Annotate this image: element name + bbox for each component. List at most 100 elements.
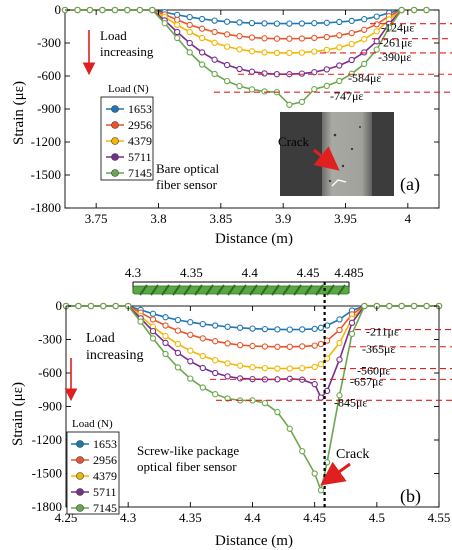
data-point bbox=[223, 61, 231, 69]
data-point bbox=[211, 17, 218, 24]
panel-a-x-axis-label: Distance (m) bbox=[215, 231, 293, 247]
data-point bbox=[236, 362, 244, 369]
data-point bbox=[274, 326, 281, 333]
data-point bbox=[323, 82, 330, 90]
screw-package-scale: 4.3 4.35 4.4 4.45 4.485 bbox=[125, 265, 364, 296]
package-scale-label: 4.4 bbox=[242, 265, 259, 280]
legend-marker bbox=[76, 504, 84, 512]
data-point bbox=[198, 15, 206, 23]
data-point bbox=[336, 339, 343, 347]
data-point bbox=[261, 49, 268, 56]
data-point bbox=[286, 49, 293, 57]
peak-strain-label: -657με bbox=[350, 374, 383, 388]
legend-label: 2956 bbox=[128, 118, 152, 132]
series-line-1653 bbox=[65, 9, 427, 25]
sensor-caption-line1: Bare optical bbox=[156, 161, 220, 176]
data-point bbox=[186, 28, 193, 36]
data-point bbox=[311, 48, 318, 55]
legend-marker bbox=[76, 456, 84, 464]
data-point bbox=[248, 19, 256, 27]
panel-a-legend: Load (N) 1653 2956 4379 5711 7145 bbox=[100, 83, 154, 181]
data-point bbox=[261, 399, 269, 407]
data-point bbox=[336, 62, 343, 69]
data-point bbox=[211, 28, 218, 36]
data-point bbox=[212, 391, 219, 398]
panel-a-annotations: Load increasing Bare optical fiber senso… bbox=[82, 28, 420, 195]
panel-a-y-axis-label: Strain (με) bbox=[11, 81, 27, 145]
data-point bbox=[124, 6, 131, 14]
peak-strain-label: -261με bbox=[379, 36, 412, 50]
data-point bbox=[299, 364, 306, 372]
data-point bbox=[187, 331, 194, 338]
data-point bbox=[236, 324, 244, 331]
crack-label: Crack bbox=[336, 447, 369, 462]
data-point bbox=[162, 339, 169, 347]
y-tick-label: -1500 bbox=[32, 466, 62, 481]
data-point bbox=[274, 343, 281, 350]
data-point bbox=[99, 6, 106, 14]
data-point bbox=[236, 341, 244, 349]
data-point bbox=[273, 49, 281, 57]
x-tick-label: 3.8 bbox=[150, 211, 166, 226]
data-point bbox=[248, 34, 256, 41]
data-point bbox=[311, 325, 318, 333]
package-scale-label: 4.3 bbox=[125, 265, 141, 280]
data-point bbox=[198, 25, 206, 32]
series-7145 bbox=[61, 6, 430, 108]
data-point bbox=[311, 20, 318, 27]
data-point bbox=[174, 364, 182, 371]
data-point bbox=[323, 33, 330, 41]
data-point bbox=[299, 326, 306, 333]
data-point bbox=[236, 19, 243, 26]
screw-thread bbox=[326, 284, 335, 296]
panel-a: -124με-261με-390με -584με -747με 0 -300 -600… bbox=[11, 2, 452, 247]
data-point bbox=[211, 39, 218, 46]
data-point bbox=[236, 33, 243, 40]
data-point bbox=[298, 49, 306, 56]
data-point bbox=[174, 16, 181, 24]
data-point bbox=[311, 69, 318, 76]
screw-thread bbox=[227, 284, 236, 296]
data-point bbox=[261, 70, 268, 77]
data-point bbox=[274, 408, 281, 416]
data-point bbox=[348, 330, 356, 338]
data-point bbox=[323, 46, 330, 54]
data-point bbox=[336, 392, 343, 399]
y-tick-label: -1500 bbox=[31, 167, 61, 182]
data-point bbox=[373, 21, 380, 28]
y-tick-label: -600 bbox=[38, 365, 62, 380]
data-point bbox=[248, 48, 256, 55]
data-point bbox=[199, 352, 206, 360]
data-point bbox=[100, 302, 107, 310]
legend-marker bbox=[76, 488, 84, 496]
data-point bbox=[410, 302, 418, 310]
data-point bbox=[286, 365, 293, 372]
legend-label: 1653 bbox=[93, 437, 117, 451]
data-point bbox=[323, 355, 331, 362]
load-increasing-line1: Load bbox=[100, 28, 127, 43]
data-point bbox=[174, 349, 182, 357]
data-point bbox=[236, 46, 243, 53]
screw-thread bbox=[183, 284, 192, 296]
legend-label: 1653 bbox=[128, 102, 152, 116]
data-point bbox=[336, 32, 343, 39]
data-point bbox=[311, 34, 318, 42]
x-tick-label: 4.4 bbox=[244, 510, 261, 525]
legend-marker bbox=[111, 137, 119, 145]
data-point bbox=[187, 358, 194, 365]
screw-thread bbox=[150, 284, 159, 296]
x-tick-label: 3.75 bbox=[85, 211, 108, 226]
data-point bbox=[136, 6, 143, 14]
data-point bbox=[298, 35, 306, 42]
data-point bbox=[86, 6, 94, 14]
data-point bbox=[236, 375, 244, 382]
data-point bbox=[298, 70, 306, 77]
data-point bbox=[261, 364, 269, 372]
legend-label: 5711 bbox=[128, 150, 152, 164]
data-point bbox=[317, 324, 325, 331]
data-point bbox=[286, 35, 293, 42]
data-point bbox=[261, 35, 268, 42]
data-point bbox=[174, 340, 182, 348]
legend-label: 2956 bbox=[93, 453, 117, 467]
panel-b-legend: Load (N) 1653 2956 4379 5711 7145 bbox=[66, 418, 120, 515]
